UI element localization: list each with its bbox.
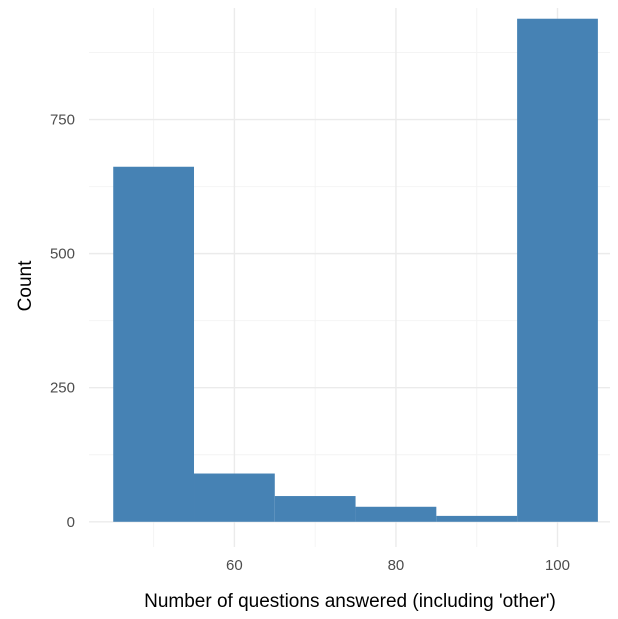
histogram-bar-6	[517, 18, 598, 522]
y-tick-label: 250	[50, 380, 75, 397]
x-tick-label: 60	[226, 557, 243, 574]
histogram-bar-5	[436, 515, 518, 522]
histogram-bars	[113, 18, 598, 522]
histogram-bar-2	[194, 473, 275, 522]
x-axis-title: Number of questions answered (including …	[144, 591, 556, 612]
x-tick-label: 80	[388, 557, 405, 574]
y-axis-title: Count	[15, 260, 36, 311]
histogram-bar-4	[355, 506, 437, 522]
histogram-bar-3	[274, 496, 356, 522]
x-axis-ticks: 60 80 100	[226, 557, 570, 574]
y-tick-label: 750	[50, 112, 75, 129]
y-tick-label: 0	[67, 514, 75, 531]
y-tick-label: 500	[50, 246, 75, 263]
histogram-bar-1	[113, 166, 195, 522]
y-axis-ticks: 0 250 500 750	[50, 112, 75, 531]
x-tick-label: 100	[545, 557, 570, 574]
